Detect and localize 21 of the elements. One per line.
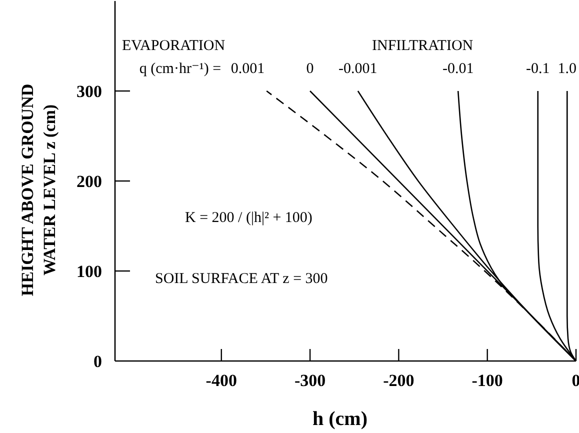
series-label: -0.1 [526, 61, 550, 77]
annotation: q (cm·hr⁻¹) = [139, 61, 222, 77]
y-axis-title: HEIGHT ABOVE GROUND WATER LEVEL z (cm) [18, 84, 59, 296]
x-axis-title: h (cm) [312, 408, 368, 430]
y-tick-label: 100 [76, 262, 102, 281]
annotation: SOIL SURFACE AT z = 300 [155, 271, 328, 287]
series-label: -0.001 [338, 61, 378, 77]
annotation: K = 200 / (|h|² + 100) [185, 210, 312, 226]
annotation: INFILTRATION [372, 38, 474, 54]
x-tick-label: -300 [294, 371, 326, 390]
y-tick-label: 300 [76, 82, 102, 101]
annotation: EVAPORATION [122, 38, 226, 54]
series-label: 0 [306, 61, 314, 77]
x-tick-label: -200 [383, 371, 414, 390]
y-tick-label: 200 [76, 172, 102, 191]
series-label: -0.01 [442, 61, 474, 77]
series-label: 0.001 [230, 61, 265, 77]
x-tick-label: -100 [472, 371, 503, 390]
x-tick-label: -400 [206, 371, 237, 390]
y-tick-label: 0 [94, 352, 102, 371]
series-label: 1.0 [558, 61, 577, 77]
